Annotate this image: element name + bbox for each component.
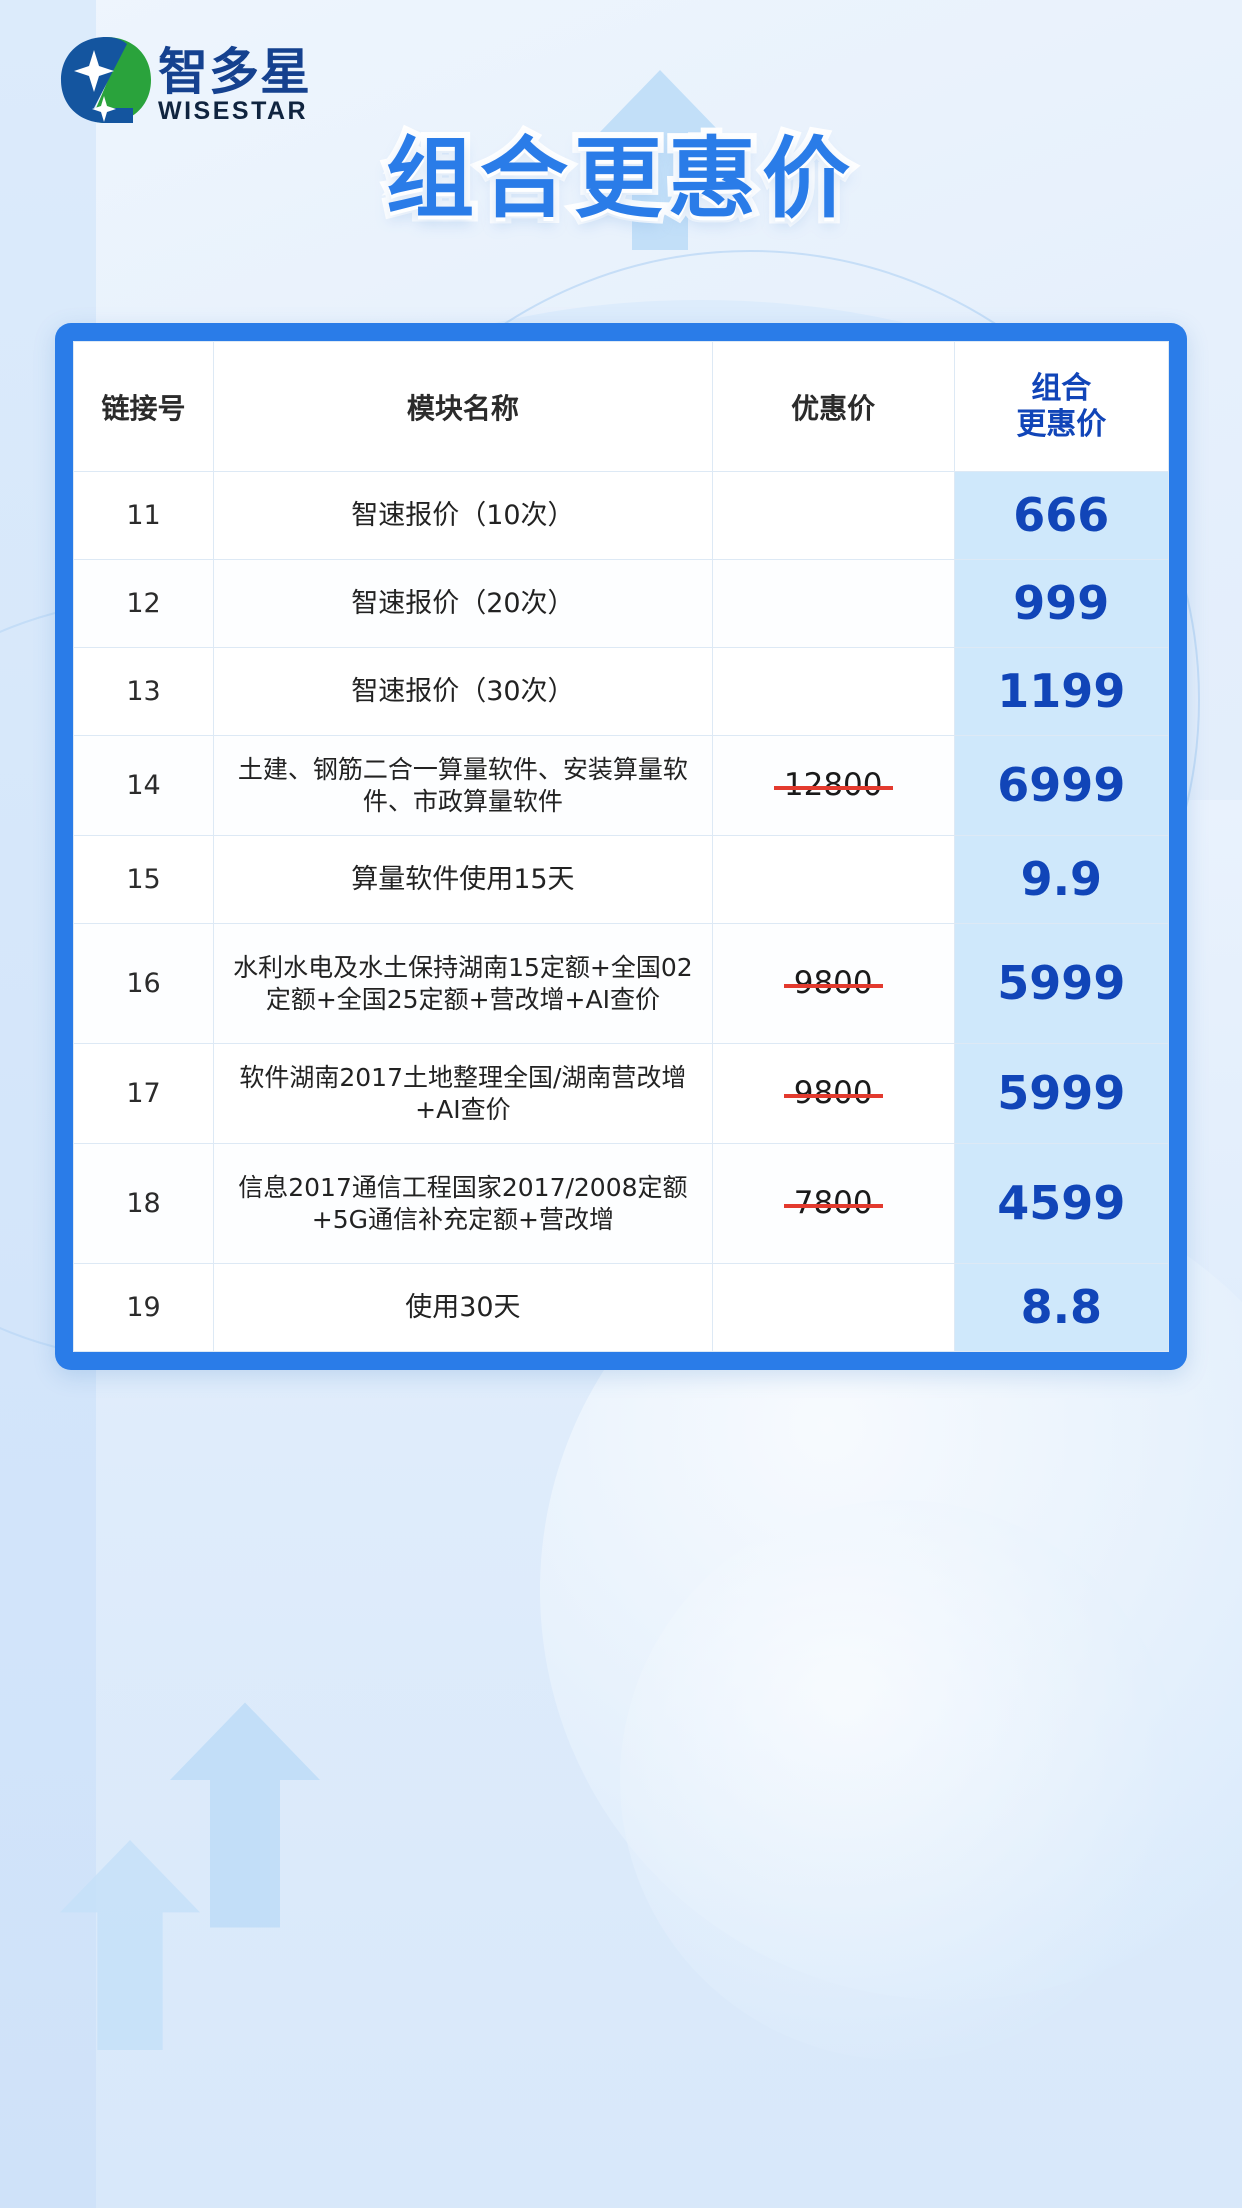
row-original-price: 7800 bbox=[711, 1143, 955, 1264]
page-title: 组合更惠价 bbox=[380, 121, 856, 236]
row-module-name: 智速报价（10次） bbox=[213, 471, 713, 560]
up-arrow-icon bbox=[600, 70, 720, 250]
table-row: 19 使用30天 8.8 bbox=[72, 1263, 1170, 1352]
table-row: 13 智速报价（30次） 1199 bbox=[72, 647, 1170, 736]
row-original-price bbox=[711, 1263, 955, 1352]
header-combo-price-line1: 组合 bbox=[1031, 371, 1092, 407]
row-module-name: 软件湖南2017土地整理全国/湖南营改增+AI查价 bbox=[213, 1043, 713, 1144]
circle-decoration-icon bbox=[620, 1500, 1180, 2060]
table-row: 11 智速报价（10次） 666 bbox=[72, 471, 1170, 560]
table-row: 12 智速报价（20次） 999 bbox=[72, 559, 1170, 648]
table-row: 18 信息2017通信工程国家2017/2008定额+5G通信补充定额+营改增 78… bbox=[72, 1143, 1170, 1264]
row-original-price bbox=[711, 471, 955, 560]
strikethrough-price: 9800 bbox=[783, 963, 883, 1003]
brand-name-cn: 智多星 bbox=[158, 43, 311, 101]
row-link-id: 11 bbox=[72, 471, 215, 560]
row-link-id: 17 bbox=[72, 1043, 215, 1144]
row-combo-price: 4599 bbox=[953, 1143, 1170, 1264]
up-arrow-icon bbox=[60, 1840, 200, 2050]
table-row: 15 算量软件使用15天 9.9 bbox=[72, 835, 1170, 924]
row-module-name: 智速报价（20次） bbox=[213, 559, 713, 648]
row-module-name: 信息2017通信工程国家2017/2008定额+5G通信补充定额+营改增 bbox=[213, 1143, 713, 1264]
row-link-id: 19 bbox=[72, 1263, 215, 1352]
row-combo-price: 999 bbox=[953, 559, 1170, 648]
header-module-name: 模块名称 bbox=[213, 341, 713, 472]
row-original-price bbox=[711, 835, 955, 924]
brand-wordmark: 智多星 WISESTAR bbox=[158, 47, 311, 126]
row-original-price: 12800 bbox=[711, 735, 955, 836]
header-link-id: 链接号 bbox=[72, 341, 215, 472]
table-row: 17 软件湖南2017土地整理全国/湖南营改增+AI查价 9800 5999 bbox=[72, 1043, 1170, 1144]
row-module-name: 智速报价（30次） bbox=[213, 647, 713, 736]
row-combo-price: 666 bbox=[953, 471, 1170, 560]
price-table-body: 11 智速报价（10次） 666 12 智速报价（20次） 999 13 智速报价（30次） 1… bbox=[72, 471, 1170, 1352]
row-original-price bbox=[711, 559, 955, 648]
price-table: 链接号 模块名称 优惠价 组合 更惠价 11 智速报价（10次） 666 12 智速报价… bbox=[72, 341, 1170, 1352]
table-header-row: 链接号 模块名称 优惠价 组合 更惠价 bbox=[72, 341, 1170, 472]
row-link-id: 14 bbox=[72, 735, 215, 836]
row-module-name: 土建、钢筋二合一算量软件、安装算量软件、市政算量软件 bbox=[213, 735, 713, 836]
row-original-price: 9800 bbox=[711, 923, 955, 1044]
row-combo-price: 1199 bbox=[953, 647, 1170, 736]
row-module-name: 使用30天 bbox=[213, 1263, 713, 1352]
header-combo-price: 组合 更惠价 bbox=[953, 341, 1170, 472]
row-combo-price: 9.9 bbox=[953, 835, 1170, 924]
up-arrow-icon bbox=[170, 1700, 320, 1930]
header-discount-price: 优惠价 bbox=[711, 341, 955, 472]
row-combo-price: 6999 bbox=[953, 735, 1170, 836]
table-row: 16 水利水电及水土保持湖南15定额+全国02定额+全国25定额+营改增+AI查价… bbox=[72, 923, 1170, 1044]
header-combo-price-line2: 更惠价 bbox=[1016, 406, 1107, 442]
row-original-price: 9800 bbox=[711, 1043, 955, 1144]
table-row: 14 土建、钢筋二合一算量软件、安装算量软件、市政算量软件 12800 6999 bbox=[72, 735, 1170, 836]
price-table-card: 链接号 模块名称 优惠价 组合 更惠价 11 智速报价（10次） 666 12 智速报价… bbox=[55, 323, 1187, 1370]
row-module-name: 水利水电及水土保持湖南15定额+全国02定额+全国25定额+营改增+AI查价 bbox=[213, 923, 713, 1044]
strikethrough-price: 9800 bbox=[783, 1073, 883, 1113]
strikethrough-price: 12800 bbox=[773, 765, 893, 805]
row-combo-price: 5999 bbox=[953, 923, 1170, 1044]
row-link-id: 12 bbox=[72, 559, 215, 648]
row-module-name: 算量软件使用15天 bbox=[213, 835, 713, 924]
brand-name-en: WISESTAR bbox=[158, 97, 309, 125]
row-link-id: 16 bbox=[72, 923, 215, 1044]
row-combo-price: 5999 bbox=[953, 1043, 1170, 1144]
row-link-id: 18 bbox=[72, 1143, 215, 1264]
wisestar-z-logo-icon bbox=[58, 34, 154, 126]
price-table-head: 链接号 模块名称 优惠价 组合 更惠价 bbox=[72, 341, 1170, 472]
row-link-id: 13 bbox=[72, 647, 215, 736]
row-link-id: 15 bbox=[72, 835, 215, 924]
row-combo-price: 8.8 bbox=[953, 1263, 1170, 1352]
strikethrough-price: 7800 bbox=[783, 1183, 883, 1223]
brand-logo: 智多星 WISESTAR bbox=[58, 34, 311, 126]
row-original-price bbox=[711, 647, 955, 736]
